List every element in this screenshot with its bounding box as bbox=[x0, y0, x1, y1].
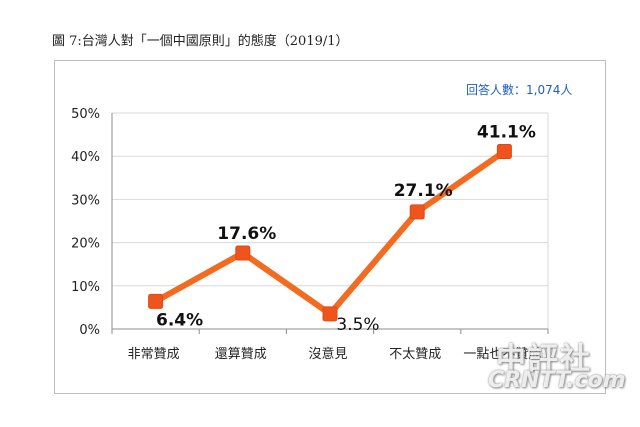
x-category-label: 一點也不贊成 bbox=[463, 347, 541, 362]
chart-title: 圖 7:台灣人對「一個中國原則」的態度（2019/1） bbox=[52, 34, 349, 49]
data-label: 41.1% bbox=[477, 122, 536, 142]
y-tick-label: 40% bbox=[71, 150, 100, 165]
data-label: 27.1% bbox=[394, 181, 453, 201]
y-tick-label: 30% bbox=[71, 193, 100, 208]
y-tick-label: 0% bbox=[79, 323, 100, 338]
y-tick-label: 20% bbox=[71, 237, 100, 252]
x-category-label: 非常贊成 bbox=[128, 347, 180, 362]
y-tick-label: 50% bbox=[71, 107, 100, 122]
data-point-marker bbox=[148, 293, 164, 309]
x-category-label: 還算贊成 bbox=[215, 347, 267, 362]
data-point-marker bbox=[235, 245, 251, 261]
chart-frame bbox=[54, 60, 606, 394]
data-point-marker bbox=[409, 204, 425, 220]
y-tick-label: 10% bbox=[71, 280, 100, 295]
x-category-label: 不太贊成 bbox=[389, 347, 441, 362]
series-line bbox=[152, 148, 508, 317]
x-category-label: 沒意見 bbox=[308, 346, 347, 362]
data-label: 17.6% bbox=[217, 224, 276, 244]
data-point-marker bbox=[496, 143, 512, 159]
data-label: 6.4% bbox=[156, 310, 203, 330]
data-label: 3.5% bbox=[336, 315, 379, 335]
data-point-marker bbox=[322, 306, 338, 322]
sample-size-note: 回答人數：1,074人 bbox=[466, 83, 573, 97]
